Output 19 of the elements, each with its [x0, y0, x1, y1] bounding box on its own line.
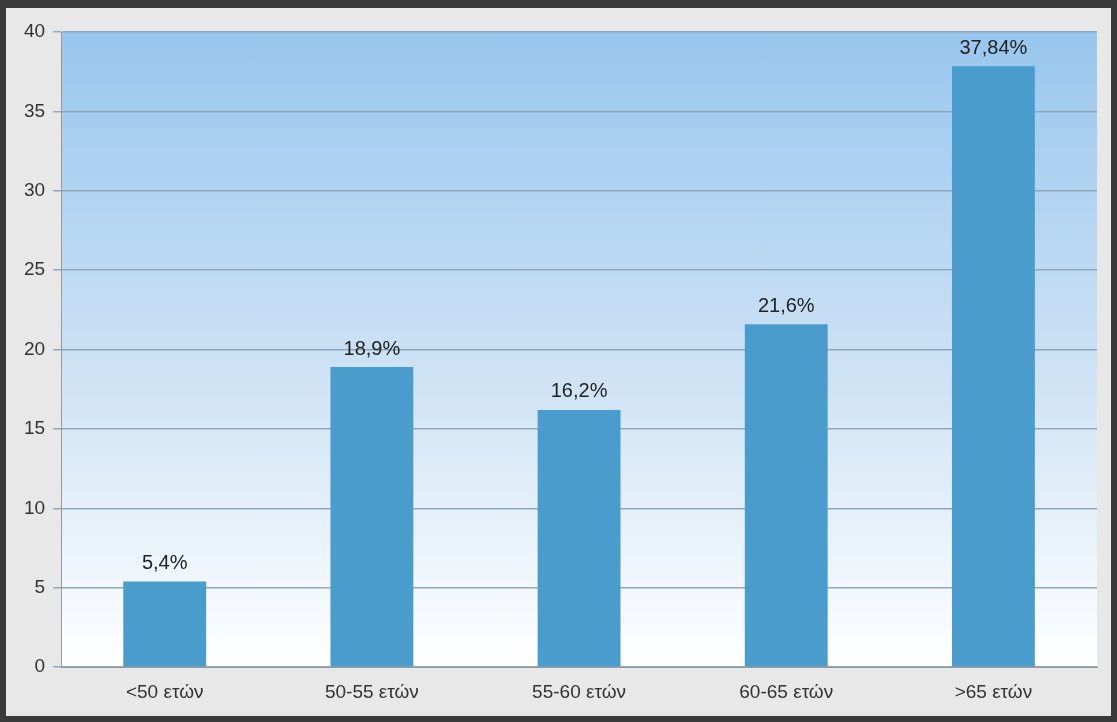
x-tick-label: >65 ετών — [954, 680, 1033, 702]
y-tick-label: 10 — [23, 496, 46, 518]
data-label: 18,9% — [343, 336, 401, 359]
data-label: 21,6% — [757, 293, 815, 316]
y-tick-label: 0 — [34, 655, 46, 677]
x-tick-label: <50 ετών — [125, 680, 204, 702]
y-tick-label: 30 — [23, 179, 46, 201]
y-tick-label: 25 — [23, 258, 46, 280]
data-label: 37,84% — [959, 35, 1028, 58]
data-label: 16,2% — [550, 379, 608, 402]
y-tick-label: 20 — [23, 337, 46, 359]
x-tick-label: 60-65 ετών — [739, 680, 834, 702]
y-tick-label: 40 — [23, 20, 46, 42]
y-tick-label: 35 — [23, 99, 46, 121]
x-tick-label: 50-55 ετών — [324, 680, 419, 702]
x-tick-label: 55-60 ετών — [532, 680, 627, 702]
y-tick-label: 5 — [34, 576, 46, 598]
y-tick-label: 15 — [23, 417, 46, 439]
data-label: 5,4% — [141, 550, 188, 573]
